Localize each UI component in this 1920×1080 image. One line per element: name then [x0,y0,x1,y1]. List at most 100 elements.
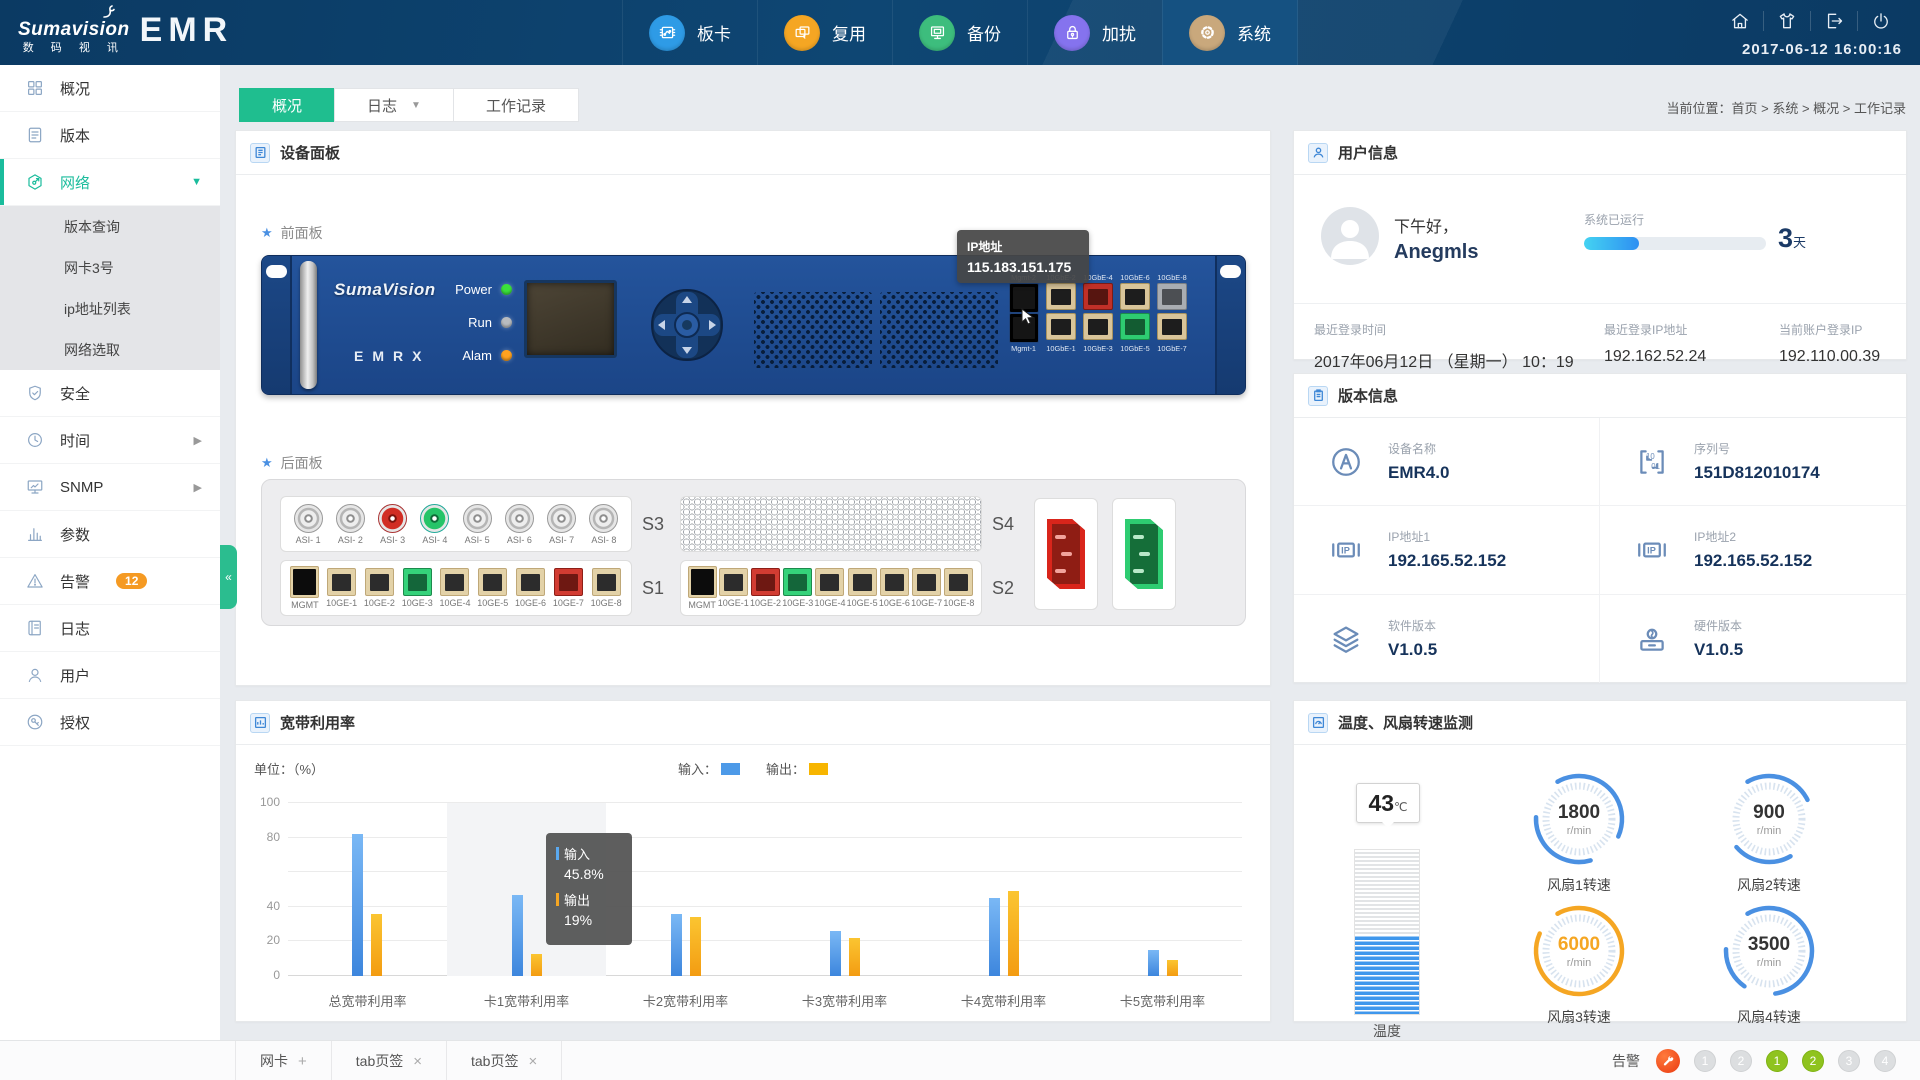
sidebar-item-概况[interactable]: 概况 [0,65,220,112]
topnav-item-系统[interactable]: 系统 [1162,0,1298,65]
speaker-grille [754,292,872,368]
bar-input [352,834,364,976]
asi-connector-ASI-2[interactable]: ASI- 2 [335,503,365,545]
rear-port-10GE-6[interactable]: 10GE-6 [515,568,546,608]
sidebar-item-时间[interactable]: 时间 ▶ [0,417,220,464]
status-badge-gray-1[interactable]: 1 [1694,1050,1716,1072]
asi-connector-ASI-8[interactable]: ASI- 8 [589,503,619,545]
rear-port-10GE-1[interactable]: 10GE-1 [326,568,357,608]
y-axis-tick: 0 [273,968,280,982]
port-label: 10GbE-5 [1120,344,1150,353]
power-inlet-red [1034,498,1098,610]
rear-port-10GE-8[interactable]: 10GE-8 [943,568,974,608]
bar-group-卡5宽带利用率[interactable] [1147,950,1178,976]
sidebar-collapse-handle[interactable]: « [220,545,237,609]
topbar-right: 2017-06-12 16:00:16 [1717,0,1904,65]
overview-icon [26,79,44,97]
status-badge-green-1[interactable]: 1 [1766,1050,1788,1072]
bar-group-卡3宽带利用率[interactable] [829,931,860,976]
rear-port-10GE-4[interactable]: 10GE-4 [814,568,845,608]
front-port-10GbE-2[interactable] [1046,283,1076,310]
sidebar-subitem-网卡3号[interactable]: 网卡3号 [64,259,114,276]
rear-port-10GE-1[interactable]: 10GE-1 [718,568,749,608]
rear-port-10GE-4[interactable]: 10GE-4 [439,568,471,608]
logout-icon[interactable] [1810,11,1857,31]
bar-group-总宽带利用率[interactable] [352,834,383,976]
sidebar-subitem-版本查询[interactable]: 版本查询 [64,218,120,235]
rear-port-MGMT[interactable]: MGMT [290,566,320,610]
rear-port-10GE-3[interactable]: 10GE-3 [402,568,433,608]
status-badge-green-2[interactable]: 2 [1802,1050,1824,1072]
bar-group-卡2宽带利用率[interactable] [670,913,701,976]
bar-group-卡1宽带利用率[interactable] [511,894,542,976]
bar-group-卡4宽带利用率[interactable] [988,891,1019,976]
add-tab-icon[interactable]: + [298,1052,307,1070]
bottom-tab-tab页签[interactable]: tab页签 × [447,1041,563,1080]
front-port-10GbE-1[interactable] [1046,313,1076,340]
rear-port-10GE-7[interactable]: 10GE-7 [553,568,584,608]
sidebar-item-日志[interactable]: 日志 [0,605,220,652]
front-port-10GbE-6[interactable] [1120,283,1150,310]
topnav-item-复用[interactable]: 复用 [757,0,892,65]
theme-icon[interactable] [1763,11,1810,31]
tab-概况[interactable]: 概况 [239,88,336,122]
y-axis-tick: 40 [266,898,280,913]
led-dot [501,283,512,295]
rear-port-10GE-2[interactable]: 10GE-2 [750,568,781,608]
status-badge-gray-4[interactable]: 4 [1874,1050,1896,1072]
sidebar-item-参数[interactable]: 参数 [0,511,220,558]
front-port-10GbE-8[interactable] [1157,283,1187,310]
topnav-item-板卡[interactable]: 板卡 [622,0,757,65]
sidebar-item-网络[interactable]: 网络 ▼ [0,159,220,206]
sidebar-subitem-ip地址列表[interactable]: ip地址列表 [64,300,131,317]
front-port-10GbE-5[interactable] [1120,313,1150,340]
asi-connector-ASI-3[interactable]: ASI- 3 [378,503,408,545]
rear-port-10GE-8[interactable]: 10GE-8 [591,568,622,608]
rear-port-10GE-3[interactable]: 10GE-3 [782,568,813,608]
rear-port-10GE-7[interactable]: 10GE-7 [911,568,942,608]
legend-item-输入[interactable]: 输入： [678,759,740,778]
rear-port-10GE-5[interactable]: 10GE-5 [847,568,878,608]
version-item-value: 192.165.52.152 [1388,551,1507,571]
sidebar-item-SNMP[interactable]: SNMP ▶ [0,464,220,511]
security-icon [26,384,44,402]
topnav-item-加扰[interactable]: 加扰 [1027,0,1162,65]
close-tab-icon[interactable]: × [528,1052,538,1070]
topnav-item-备份[interactable]: 备份 [892,0,1027,65]
power-icon[interactable] [1857,11,1904,31]
asi-connector-ASI-7[interactable]: ASI- 7 [547,503,577,545]
alarm-wrench-icon[interactable] [1656,1049,1680,1073]
sidebar-item-用户[interactable]: 用户 [0,652,220,699]
tab-工作记录[interactable]: 工作记录 [452,88,579,122]
bottom-tab-网卡[interactable]: 网卡 + [235,1041,332,1080]
sidebar-item-label: 参数 [60,526,91,544]
version-item-IP地址1: IP IP地址1 192.165.52.152 [1294,506,1600,595]
sidebar-subitem-网络选取[interactable]: 网络选取 [64,341,120,358]
rear-port-10GE-6[interactable]: 10GE-6 [879,568,910,608]
legend-item-输出[interactable]: 输出： [766,759,829,778]
asi-connector-ASI-4[interactable]: ASI- 4 [420,503,450,545]
asi-connector-ASI-6[interactable]: ASI- 6 [504,503,534,545]
front-port-10GbE-3[interactable] [1083,313,1113,340]
rear-port-10GE-2[interactable]: 10GE-2 [364,568,395,608]
device-dpad[interactable] [650,288,724,362]
sidebar-item-安全[interactable]: 安全 [0,370,220,417]
home-icon[interactable] [1717,11,1763,31]
front-port-10GbE-4[interactable] [1083,283,1113,310]
sidebar-item-授权[interactable]: 授权 [0,699,220,746]
rear-port-10GE-5[interactable]: 10GE-5 [477,568,508,608]
asi-connector-ASI-1[interactable]: ASI- 1 [293,503,323,545]
rear-port-MGMT[interactable]: MGMT [687,566,717,610]
status-badge-gray-2[interactable]: 2 [1730,1050,1752,1072]
sidebar-item-告警[interactable]: 告警 12 [0,558,220,605]
bottom-tab-tab页签[interactable]: tab页签 × [332,1041,447,1080]
sidebar-item-版本[interactable]: 版本 [0,112,220,159]
time-icon [26,431,44,449]
status-badge-gray-3[interactable]: 3 [1838,1050,1860,1072]
temp-fan-monitor-panel: 温度、风扇转速监测 43 ℃ 温度 1800 r/min 风扇1转速 [1293,700,1907,1039]
close-tab-icon[interactable]: × [413,1052,422,1070]
tab-日志[interactable]: 日志 ▼ [334,88,454,122]
asi-connector-ASI-5[interactable]: ASI- 5 [462,503,492,545]
front-port-10GbE-7[interactable] [1157,313,1187,340]
